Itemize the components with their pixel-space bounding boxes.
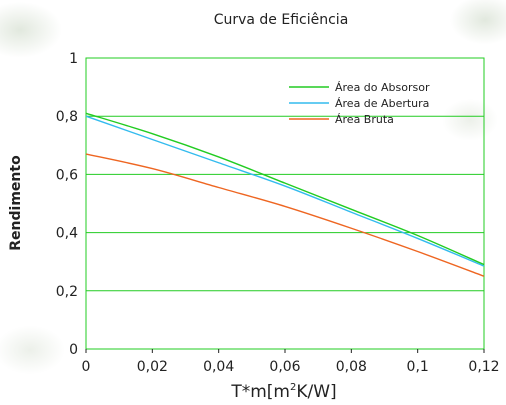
- chart-title: Curva de Eficiência: [214, 12, 349, 28]
- y-tick-label: 1: [69, 51, 78, 67]
- x-tick-label: 0,04: [203, 359, 234, 375]
- y-axis-label: Rendimento: [8, 155, 24, 251]
- y-tick-label: 0,2: [56, 284, 78, 300]
- series-line: [85, 115, 485, 267]
- x-tick-label: 0,1: [407, 359, 429, 375]
- legend: Área do Absorsor Área de Abertura Área Bru…: [289, 81, 430, 126]
- x-axis-label: T*m[m2K/W]: [230, 382, 336, 402]
- x-tick-label: 0: [82, 359, 91, 375]
- y-tick-label: 0,4: [56, 226, 78, 242]
- x-tick-label: 0,06: [269, 359, 300, 375]
- tick-labels: 0 0,2 0,4 0,6 0,8 1 0 0,02 0,04 0,06 0,08 0,1 0,12: [56, 51, 500, 375]
- x-tick-label: 0,02: [137, 359, 168, 375]
- legend-label: Área do Absorsor: [335, 81, 430, 94]
- series-group: [85, 112, 485, 277]
- series-line: [85, 153, 485, 277]
- y-tick-label: 0,8: [56, 109, 78, 125]
- x-tick-label: 0,08: [336, 359, 367, 375]
- series-line: [85, 112, 485, 266]
- legend-label: Área Bruta: [335, 113, 394, 126]
- legend-label: Área de Abertura: [335, 97, 429, 110]
- x-tick-label: 0,12: [468, 359, 499, 375]
- y-tick-label: 0,6: [56, 167, 78, 183]
- y-tick-label: 0: [69, 342, 78, 358]
